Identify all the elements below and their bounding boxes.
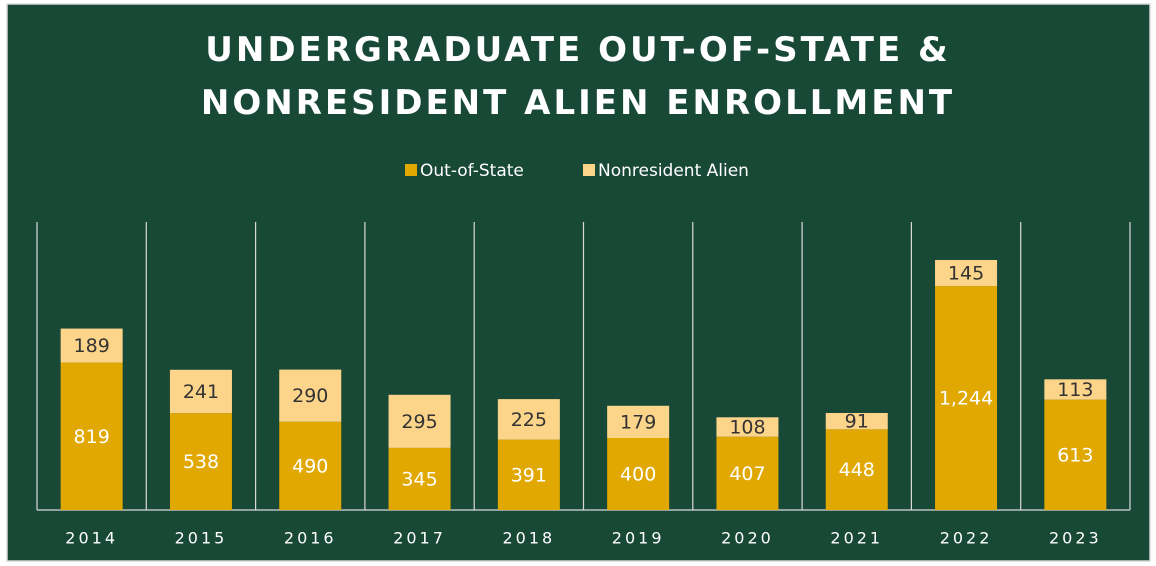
bar-segment <box>497 399 560 440</box>
data-label: 290 <box>292 385 328 407</box>
data-label: 145 <box>948 263 984 285</box>
x-tick-label: 2014 <box>65 529 118 548</box>
x-tick-label: 2020 <box>721 529 774 548</box>
data-label: 490 <box>292 455 328 477</box>
data-label: 538 <box>183 451 219 473</box>
data-label: 179 <box>620 411 656 433</box>
bar-segment <box>388 394 451 448</box>
data-label: 819 <box>74 426 110 448</box>
data-label: 189 <box>74 335 110 357</box>
legend-swatch <box>405 164 417 176</box>
bar-segment <box>825 412 888 430</box>
legend-label: Out-of-State <box>420 161 524 181</box>
bar-segment <box>169 369 232 414</box>
bar-segment <box>716 436 779 510</box>
bar-segment <box>60 362 123 510</box>
data-label: 391 <box>511 464 547 486</box>
data-label: 407 <box>729 463 765 485</box>
legend-label: Nonresident Alien <box>598 161 749 181</box>
bar-segment <box>607 405 670 438</box>
x-tick-label: 2023 <box>1049 529 1102 548</box>
bar-segment <box>825 429 888 510</box>
x-tick-label: 2017 <box>393 529 446 548</box>
legend-swatch <box>583 164 595 176</box>
data-label: 108 <box>729 417 765 439</box>
data-label: 91 <box>845 411 869 433</box>
data-label: 613 <box>1057 444 1093 466</box>
data-label: 1,244 <box>939 388 993 410</box>
data-label: 225 <box>511 409 547 431</box>
x-tick-label: 2021 <box>830 529 883 548</box>
x-tick-label: 2015 <box>175 529 228 548</box>
bar-segment <box>1044 399 1107 510</box>
bar-segment <box>279 369 342 422</box>
data-label: 345 <box>401 468 437 490</box>
bar-segment <box>279 421 342 510</box>
bar-segment <box>497 439 560 510</box>
bar-segment <box>935 286 998 510</box>
x-tick-label: 2022 <box>940 529 993 548</box>
data-label: 113 <box>1057 379 1093 401</box>
data-label: 448 <box>839 459 875 481</box>
chart-title: UNDERGRADUATE OUT-OF-STATE & NONRESIDENT… <box>200 30 956 123</box>
bar-segment <box>169 413 232 510</box>
bar-segment <box>388 447 451 510</box>
data-label: 400 <box>620 464 656 486</box>
bar-segment <box>60 328 123 363</box>
x-tick-label: 2016 <box>284 529 337 548</box>
data-label: 241 <box>183 381 219 403</box>
bar-segment <box>935 259 998 287</box>
bar-segment <box>607 438 670 510</box>
bar-segment <box>1044 379 1107 400</box>
x-tick-label: 2018 <box>502 529 555 548</box>
x-tick-label: 2019 <box>612 529 665 548</box>
data-label: 295 <box>401 411 437 433</box>
bar-segment <box>716 417 779 437</box>
